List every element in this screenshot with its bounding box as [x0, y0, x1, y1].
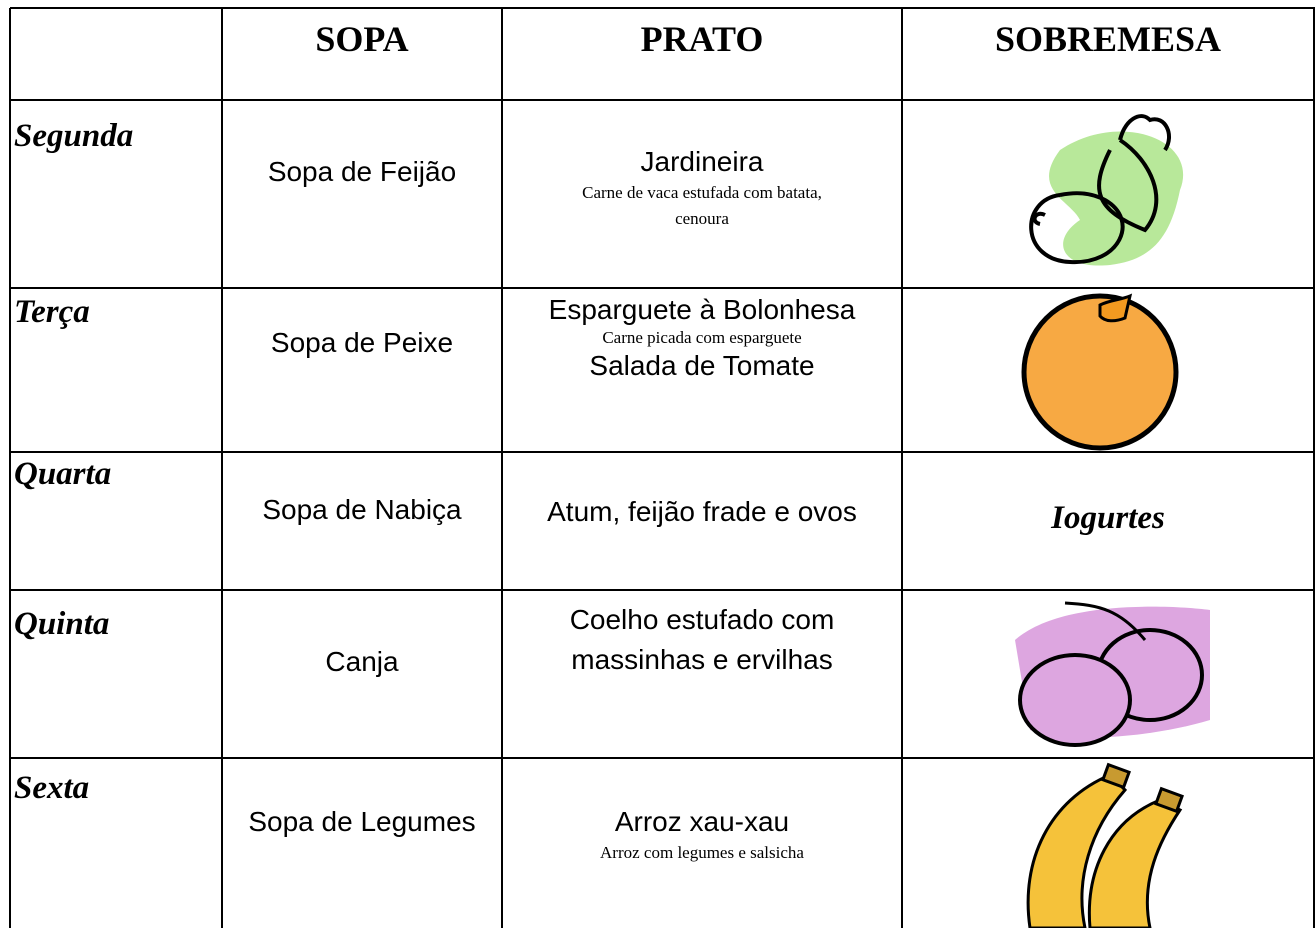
day-label: Quinta — [14, 606, 110, 642]
prato-cell: Arroz xau-xau Arroz com legumes e salsic… — [502, 804, 902, 866]
prato-note: Arroz com legumes e salsicha — [600, 843, 804, 862]
column-header: PRATO — [640, 19, 764, 59]
prato-note: Carne de vaca estufada com batata, cenou… — [582, 183, 822, 228]
prato: Arroz xau-xau — [614, 806, 790, 837]
prato-side: Salada de Tomate — [589, 350, 815, 381]
prato: Esparguete à Bolonhesa — [548, 294, 856, 325]
sobremesa: Iogurtes — [1051, 500, 1165, 536]
day-label: Terça — [14, 294, 90, 330]
prato: Jardineira — [640, 146, 764, 177]
prato: Coelho estufado com massinhas e ervilhas — [569, 604, 835, 675]
prato-note: Carne picada com esparguete — [602, 328, 802, 347]
sopa: Sopa de Feijão — [267, 156, 457, 187]
day-label: Sexta — [14, 770, 90, 806]
day-label: Segunda — [14, 118, 134, 154]
pear-image — [1029, 114, 1184, 266]
column-header: SOBREMESA — [994, 19, 1222, 59]
bananas-image — [1026, 762, 1184, 928]
sopa: Canja — [325, 646, 399, 677]
day-label: Quarta — [14, 456, 112, 492]
sopa: Sopa de Peixe — [270, 327, 454, 358]
prato-cell: Esparguete à Bolonhesa Carne picada com … — [502, 292, 902, 384]
column-header: SOPA — [315, 19, 409, 59]
sopa: Sopa de Legumes — [248, 806, 476, 837]
apples-image — [1015, 601, 1210, 747]
prato-cell: Jardineira Carne de vaca estufada com ba… — [542, 144, 862, 232]
orange-image — [1021, 293, 1179, 451]
sopa: Sopa de Nabiça — [262, 494, 462, 525]
prato: Atum, feijão frade e ovos — [547, 496, 857, 527]
